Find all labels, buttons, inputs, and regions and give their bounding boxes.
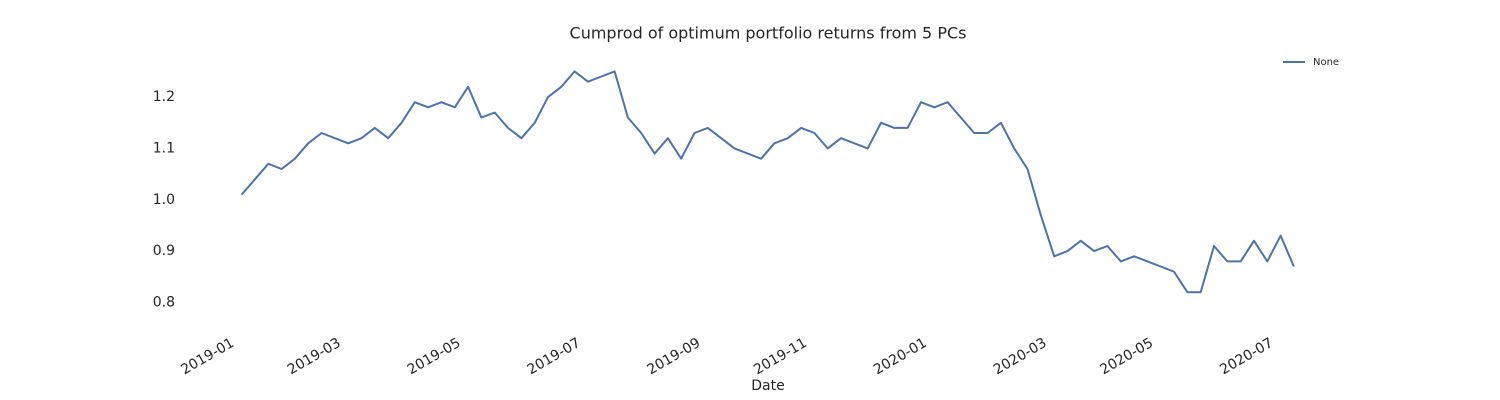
x-tick-label: 2019-07 [525,335,584,378]
x-tick-label: 2019-05 [405,335,464,378]
x-tick-label: 2020-01 [871,335,930,378]
x-tick-label: 2020-05 [1097,335,1156,378]
x-tick-label: 2020-03 [991,335,1050,378]
x-tick-label: 2019-01 [178,335,237,378]
chart-title: Cumprod of optimum portfolio returns fro… [570,24,967,43]
x-tick-label: 2019-11 [751,335,810,378]
x-tick-label: 2019-03 [285,335,344,378]
y-tick-label: 1.0 [153,192,175,208]
y-tick-label: 1.1 [153,140,175,156]
line-series [240,70,1295,294]
y-tick-label: 0.9 [153,243,175,259]
x-tick-label: 2020-07 [1217,335,1276,378]
y-tick-label: 0.8 [153,294,175,310]
legend-label: None [1313,57,1339,68]
x-axis-label: Date [751,378,784,394]
x-tick-label: 2019-09 [645,335,704,378]
y-tick-label: 1.2 [153,89,175,105]
